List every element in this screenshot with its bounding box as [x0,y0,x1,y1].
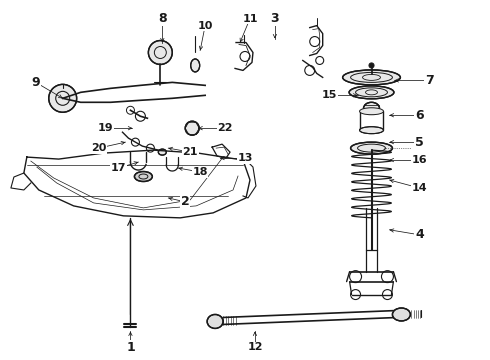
Text: 22: 22 [218,123,233,133]
Text: 17: 17 [111,163,126,173]
Text: 19: 19 [98,123,113,133]
Text: 12: 12 [247,342,263,352]
Ellipse shape [158,149,166,155]
Text: 7: 7 [425,74,434,87]
Circle shape [185,121,199,135]
Text: 5: 5 [415,136,424,149]
Text: 20: 20 [91,143,106,153]
Text: 9: 9 [31,76,40,89]
Ellipse shape [364,102,379,114]
Text: 11: 11 [242,14,258,24]
Text: 10: 10 [197,21,213,31]
Ellipse shape [360,127,384,134]
Text: 18: 18 [193,167,208,177]
Text: 2: 2 [181,195,190,208]
Ellipse shape [392,308,410,321]
Ellipse shape [350,142,392,154]
Text: 3: 3 [270,12,279,25]
Text: 4: 4 [415,228,424,241]
Text: 16: 16 [412,155,427,165]
Text: 1: 1 [126,341,135,354]
Text: 8: 8 [158,12,167,25]
Ellipse shape [343,70,400,85]
Ellipse shape [349,86,394,99]
Ellipse shape [191,59,200,72]
Circle shape [148,41,172,64]
Text: 13: 13 [237,153,253,163]
Ellipse shape [207,315,223,328]
Ellipse shape [360,108,384,115]
Circle shape [49,84,76,112]
Ellipse shape [134,171,152,181]
Text: 6: 6 [415,109,424,122]
Text: 14: 14 [412,183,427,193]
Text: 15: 15 [322,90,337,100]
Circle shape [369,63,374,68]
Text: 21: 21 [182,147,198,157]
